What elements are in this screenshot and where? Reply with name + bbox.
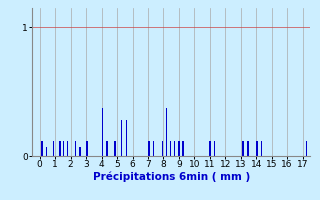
Bar — [306, 141, 307, 156]
Bar — [209, 141, 211, 156]
Bar — [178, 141, 180, 156]
Bar — [106, 141, 108, 156]
Bar — [261, 141, 262, 156]
Bar — [59, 141, 60, 156]
Bar — [53, 141, 54, 156]
Bar — [242, 141, 244, 156]
Bar — [86, 141, 88, 156]
Bar — [46, 147, 47, 156]
Bar — [182, 141, 184, 156]
Bar — [102, 108, 103, 156]
Bar — [166, 108, 167, 156]
Bar — [41, 141, 43, 156]
Bar — [148, 141, 149, 156]
Bar — [214, 141, 215, 156]
Bar — [125, 120, 127, 156]
Bar — [247, 141, 249, 156]
Bar — [173, 141, 175, 156]
Bar — [63, 141, 65, 156]
Bar — [75, 141, 76, 156]
Bar — [114, 141, 116, 156]
Bar — [121, 120, 123, 156]
Bar — [162, 141, 164, 156]
X-axis label: Précipitations 6min ( mm ): Précipitations 6min ( mm ) — [92, 172, 250, 182]
Bar — [170, 141, 171, 156]
Bar — [153, 141, 154, 156]
Bar — [79, 147, 81, 156]
Bar — [67, 141, 68, 156]
Bar — [256, 141, 258, 156]
